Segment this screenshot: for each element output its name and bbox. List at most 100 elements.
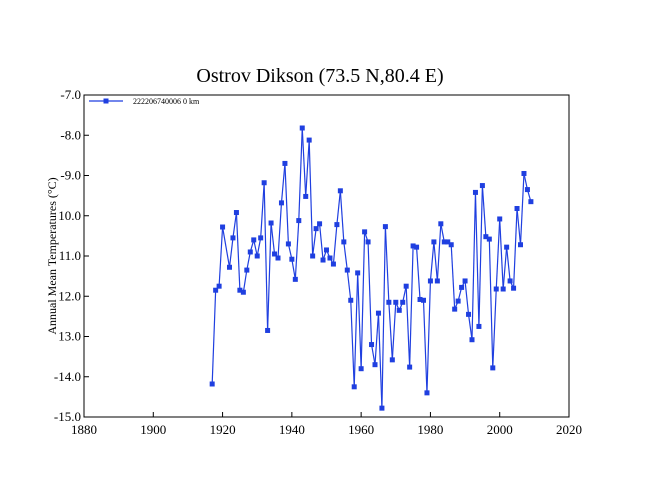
series-line-segment <box>253 239 258 257</box>
data-point <box>362 229 368 235</box>
series-line-segment <box>221 226 231 268</box>
data-point <box>490 365 496 371</box>
data-point <box>355 270 361 276</box>
series-line-segment <box>405 286 411 368</box>
series-line-segment <box>353 272 359 387</box>
series-line-segment <box>464 280 470 315</box>
series-line-segment <box>312 228 317 257</box>
data-point <box>230 235 236 241</box>
y-axis: -7.0 -8.0 -9.0 10.0 11.0 12.0 13.0 -14.0 -15.0 <box>54 87 89 424</box>
data-point <box>469 337 475 343</box>
data-point <box>410 243 416 249</box>
series-line-segment <box>488 239 494 368</box>
series-line-segment <box>388 302 393 360</box>
series-line-segment <box>433 241 438 282</box>
data-point <box>441 239 447 245</box>
data-point <box>334 222 340 228</box>
series-line-segment <box>277 202 283 259</box>
series-line-segment <box>218 226 224 287</box>
data-point <box>344 267 350 273</box>
x-tick-label: 1920 <box>210 422 236 437</box>
data-point <box>462 278 468 284</box>
y-tick-label: -9.0 <box>60 168 81 183</box>
series-line-segment <box>267 222 272 331</box>
data-point <box>351 384 357 390</box>
data-point <box>511 285 517 291</box>
data-point <box>282 160 288 166</box>
data-point <box>310 253 316 259</box>
data-point <box>254 253 260 259</box>
series-line-segment <box>298 127 303 221</box>
series-line-segment <box>339 190 345 242</box>
x-tick-label: 2020 <box>556 422 582 437</box>
series-line-segment <box>422 300 428 393</box>
series-line-segment <box>357 272 362 369</box>
data-point <box>445 239 451 245</box>
y-tick-label: 11.0 <box>59 248 81 263</box>
data-point <box>233 210 239 216</box>
data-point <box>299 125 305 131</box>
legend-label: 222206740006 0 km <box>133 97 200 106</box>
series-line-segment <box>232 212 238 238</box>
series-line-segment <box>260 182 265 238</box>
x-tick-label: 1880 <box>71 422 97 437</box>
data-point <box>479 183 485 189</box>
series-line-segment <box>506 247 511 282</box>
series-line-segment <box>391 302 397 360</box>
data-point <box>497 216 503 222</box>
data-point <box>407 364 413 370</box>
series-line-segment <box>467 314 473 340</box>
data-point <box>459 284 465 290</box>
series-line-segment <box>495 218 501 290</box>
data-point <box>396 307 402 313</box>
data-point <box>514 206 520 212</box>
series-line-segment <box>436 223 442 281</box>
data-point <box>504 244 510 250</box>
data-point <box>258 235 264 241</box>
data-point <box>427 278 433 284</box>
data-point <box>486 236 492 242</box>
data-point <box>275 255 281 261</box>
x-tick-label: 2000 <box>487 422 513 437</box>
data-point <box>434 278 440 284</box>
series-line-segment <box>284 163 289 244</box>
series-line-segment <box>499 218 504 290</box>
data-point <box>393 299 399 305</box>
x-tick-label: 1960 <box>348 422 374 437</box>
data-point <box>268 220 274 226</box>
series-line-segment <box>256 237 262 257</box>
series-line-segment <box>350 300 355 387</box>
data-point <box>213 287 219 293</box>
series-line-segment <box>280 163 286 203</box>
series-line-segment <box>246 251 251 271</box>
data-point <box>375 310 381 316</box>
series-line-segment <box>336 190 341 225</box>
data-point <box>289 256 295 262</box>
data-point <box>400 299 406 305</box>
y-tick-label: 13.0 <box>58 329 81 344</box>
data-point <box>272 251 278 257</box>
data-point <box>403 283 409 289</box>
y-tick-label: -15.0 <box>54 409 81 424</box>
x-tick-label: 1940 <box>279 422 305 437</box>
data-point <box>528 199 534 205</box>
data-point <box>296 218 302 224</box>
data-point <box>417 296 423 302</box>
data-point <box>244 267 250 273</box>
data-point <box>348 297 354 303</box>
data-point <box>303 193 309 199</box>
data-point <box>483 234 489 240</box>
data-point <box>372 362 378 368</box>
data-point <box>358 366 364 372</box>
series-line-segment <box>415 247 421 300</box>
x-tick-label: 1980 <box>417 422 443 437</box>
data-point <box>493 286 499 292</box>
series-line-segment <box>287 243 293 260</box>
data-point <box>317 221 323 227</box>
data-point <box>306 137 312 143</box>
data-point <box>455 298 461 304</box>
series-line-segment <box>228 237 234 268</box>
data-point <box>324 247 329 253</box>
series-line-segment <box>263 182 269 331</box>
